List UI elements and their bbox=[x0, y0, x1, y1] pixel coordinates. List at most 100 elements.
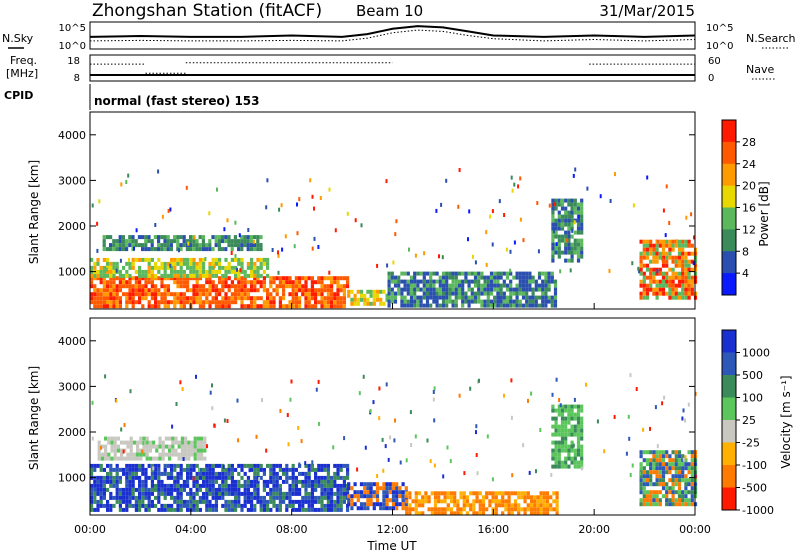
heatmap-cell bbox=[576, 444, 581, 449]
heatmap-cell bbox=[649, 450, 653, 455]
heatmap-cell bbox=[291, 280, 295, 285]
heatmap-cell bbox=[339, 276, 343, 281]
heatmap-cell bbox=[576, 206, 581, 211]
heatmap-cell bbox=[182, 261, 186, 266]
heatmap-cell bbox=[366, 494, 370, 499]
heatmap-cell bbox=[359, 502, 364, 507]
heatmap-cell bbox=[173, 296, 177, 301]
heatmap-cell bbox=[192, 257, 196, 262]
heatmap-cell bbox=[221, 239, 225, 244]
heatmap-cell bbox=[313, 206, 315, 211]
heatmap-cell bbox=[90, 292, 94, 297]
heatmap-cell bbox=[230, 487, 234, 492]
heatmap-cell bbox=[189, 269, 193, 274]
heatmap-cell bbox=[397, 291, 401, 296]
heatmap-cell bbox=[408, 503, 412, 508]
heatmap-cell bbox=[182, 304, 186, 309]
heatmap-cell bbox=[449, 507, 454, 512]
heatmap-cell bbox=[99, 273, 103, 278]
heatmap-cell bbox=[157, 507, 161, 512]
heatmap-cell bbox=[681, 251, 685, 256]
heatmap-cell bbox=[157, 265, 161, 270]
heatmap-cell bbox=[326, 479, 330, 484]
heatmap-cell bbox=[529, 511, 534, 516]
heatmap-cell bbox=[227, 507, 231, 512]
heatmap-cell bbox=[141, 463, 145, 468]
heatmap-cell bbox=[230, 503, 234, 508]
heatmap-cell bbox=[661, 275, 666, 280]
heatmap-cell bbox=[234, 284, 238, 289]
heatmap-cell bbox=[560, 444, 565, 449]
heatmap-cell bbox=[681, 255, 685, 260]
heatmap-cell bbox=[649, 259, 653, 264]
heatmap-cell bbox=[96, 499, 100, 504]
heatmap-cell bbox=[581, 466, 583, 471]
heatmap-cell bbox=[128, 280, 132, 285]
heatmap-cell bbox=[570, 226, 574, 231]
heatmap-cell bbox=[128, 483, 132, 488]
heatmap-cell bbox=[214, 479, 218, 484]
heatmap-cell bbox=[141, 296, 145, 301]
heatmap-cell bbox=[250, 261, 254, 266]
heatmap-cell bbox=[649, 494, 653, 499]
heatmap-cell bbox=[552, 229, 555, 234]
heatmap-cell bbox=[393, 279, 398, 284]
heatmap-cell bbox=[336, 495, 340, 500]
heatmap-cell bbox=[223, 227, 226, 232]
heatmap-cell bbox=[205, 495, 209, 500]
heatmap-cell bbox=[147, 265, 151, 270]
heatmap-cell bbox=[509, 268, 512, 273]
heatmap-cell bbox=[560, 424, 565, 429]
heatmap-cell bbox=[687, 490, 691, 495]
heatmap-cell bbox=[317, 292, 321, 297]
heatmap-cell bbox=[208, 239, 212, 244]
heatmap-cell bbox=[262, 300, 266, 305]
heatmap-cell bbox=[671, 502, 675, 507]
heatmap-cell bbox=[138, 507, 142, 512]
heatmap-cell bbox=[160, 471, 164, 476]
velocity-y-axis-label: Slant Range [km] bbox=[27, 366, 41, 470]
heatmap-cell bbox=[319, 196, 322, 200]
heatmap-cell bbox=[526, 491, 530, 496]
heatmap-cell bbox=[113, 452, 117, 457]
heatmap-cell bbox=[195, 280, 199, 285]
heatmap-cell bbox=[687, 498, 691, 503]
heatmap-cell bbox=[570, 222, 574, 227]
heatmap-cell bbox=[317, 276, 321, 281]
heatmap-cell bbox=[537, 283, 542, 288]
heatmap-cell bbox=[451, 303, 455, 308]
heatmap-cell bbox=[262, 288, 266, 293]
colorbar-tick-label: -100 bbox=[742, 459, 767, 472]
heatmap-cell bbox=[170, 503, 174, 508]
heatmap-cell bbox=[528, 275, 532, 280]
heatmap-cell bbox=[105, 235, 109, 240]
heatmap-cell bbox=[652, 251, 656, 256]
heatmap-cell bbox=[200, 452, 204, 457]
heatmap-cell bbox=[272, 503, 276, 508]
heatmap-cell bbox=[406, 291, 410, 296]
heatmap-cell bbox=[435, 279, 439, 284]
heatmap-cell bbox=[269, 292, 273, 297]
heatmap-cell bbox=[502, 295, 506, 300]
heatmap-cell bbox=[160, 292, 164, 297]
heatmap-cell bbox=[454, 299, 458, 304]
heatmap-cell bbox=[658, 283, 662, 288]
heatmap-cell bbox=[112, 300, 116, 305]
heatmap-cell bbox=[310, 284, 314, 289]
heatmap-cell bbox=[655, 482, 659, 487]
heatmap-cell bbox=[488, 499, 492, 504]
heatmap-cell bbox=[665, 490, 669, 495]
heatmap-cell bbox=[141, 247, 145, 252]
heatmap-cell bbox=[480, 287, 484, 292]
heatmap-cell bbox=[580, 448, 584, 453]
heatmap-cell bbox=[451, 271, 455, 276]
heatmap-cell bbox=[259, 503, 263, 508]
x-tick-label: 16:00 bbox=[477, 523, 509, 536]
heatmap-cell bbox=[294, 483, 298, 488]
heatmap-cell bbox=[576, 440, 581, 445]
heatmap-cell bbox=[141, 467, 145, 472]
heatmap-cell bbox=[576, 428, 581, 433]
heatmap-cell bbox=[240, 292, 244, 297]
heatmap-cell bbox=[576, 436, 581, 441]
heatmap-cell bbox=[138, 479, 142, 484]
